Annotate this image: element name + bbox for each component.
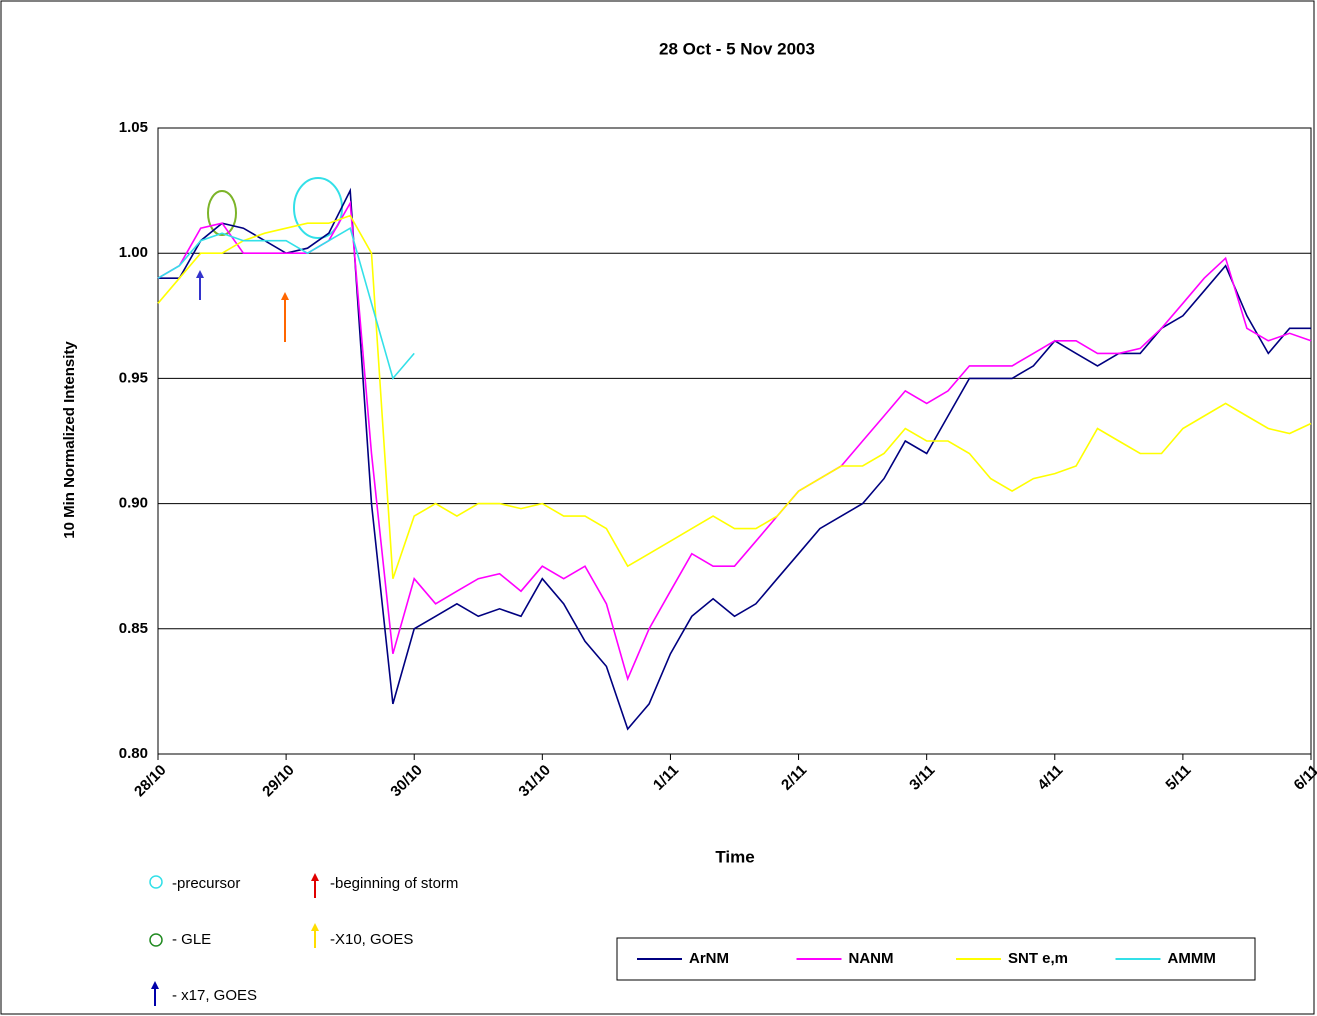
y-tick-label: 0.80 (119, 745, 148, 762)
gle-circle (207, 190, 237, 236)
legend-label: SNT e,m (1008, 950, 1068, 967)
y-axis-label: 10 Min Normalized Intensity (61, 341, 78, 539)
y-tick-label: 0.85 (119, 620, 148, 637)
legend-label: NANM (849, 950, 894, 967)
annotation: -precursor (172, 875, 240, 892)
y-tick-label: 0.95 (119, 369, 148, 386)
x-axis-label: Time (715, 847, 754, 866)
x10-key (311, 923, 319, 948)
x17-arrow (196, 270, 204, 300)
y-tick-label: 1.00 (119, 244, 148, 261)
precursor-key (149, 875, 163, 889)
y-tick-label: 0.90 (119, 495, 148, 512)
x17-key (151, 981, 159, 1006)
series-line (157, 226, 415, 381)
series-line (157, 214, 1312, 579)
annotation: -beginning of storm (330, 875, 458, 892)
x10-arrow (281, 292, 289, 342)
storm-key (311, 873, 319, 898)
chart-title: 28 Oct - 5 Nov 2003 (659, 39, 815, 58)
annotation: - GLE (172, 931, 211, 948)
annotation: - x17, GOES (172, 987, 257, 1004)
plot-border (157, 127, 1312, 755)
y-tick-label: 1.05 (119, 119, 148, 136)
legend-label: ArNM (689, 950, 729, 967)
series-line (157, 200, 1312, 682)
gle-key (149, 933, 163, 947)
legend-label: AMMM (1168, 950, 1216, 967)
annotation: -X10, GOES (330, 931, 413, 948)
